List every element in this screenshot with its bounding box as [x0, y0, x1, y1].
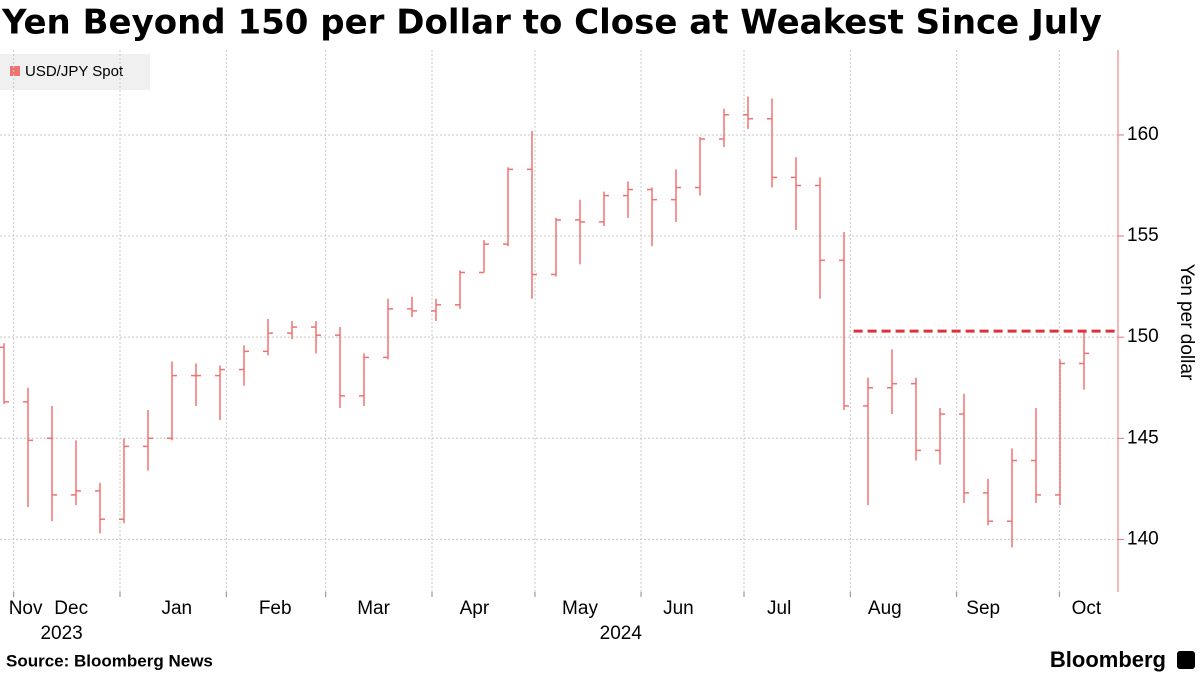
x-tick-label: Nov: [9, 598, 43, 619]
x-tick-label: Dec: [54, 598, 88, 619]
x-tick-label: Sep: [966, 598, 1000, 619]
legend-label: USD/JPY Spot: [25, 63, 124, 80]
x-tick-label: Apr: [460, 598, 490, 619]
y-tick-label: 155: [1127, 225, 1159, 246]
x-tick-label: Jun: [663, 598, 694, 619]
y-tick-label: 145: [1127, 427, 1159, 448]
x-tick-label: Mar: [357, 598, 390, 619]
source: Source: Bloomberg News: [6, 651, 213, 670]
year-label: 2024: [600, 623, 643, 644]
x-tick-label: Aug: [868, 598, 902, 619]
x-tick-label: May: [562, 598, 598, 619]
y-tick-label: 160: [1127, 124, 1159, 145]
x-tick-label: Jan: [161, 598, 192, 619]
x-tick-label: Jul: [767, 598, 791, 619]
y-tick-label: 140: [1127, 528, 1159, 549]
brand: Bloomberg: [1050, 647, 1166, 672]
year-label: 2023: [40, 623, 82, 644]
y-axis-label: Yen per dollar: [1176, 264, 1197, 381]
brand-icon: [1177, 651, 1195, 669]
legend-swatch: [10, 66, 20, 76]
x-tick-label: Oct: [1072, 598, 1102, 619]
chart-title: Yen Beyond 150 per Dollar to Close at We…: [1, 3, 1102, 43]
x-tick-label: Feb: [259, 598, 292, 619]
legend-box: [0, 54, 150, 90]
y-tick-label: 150: [1127, 326, 1159, 347]
